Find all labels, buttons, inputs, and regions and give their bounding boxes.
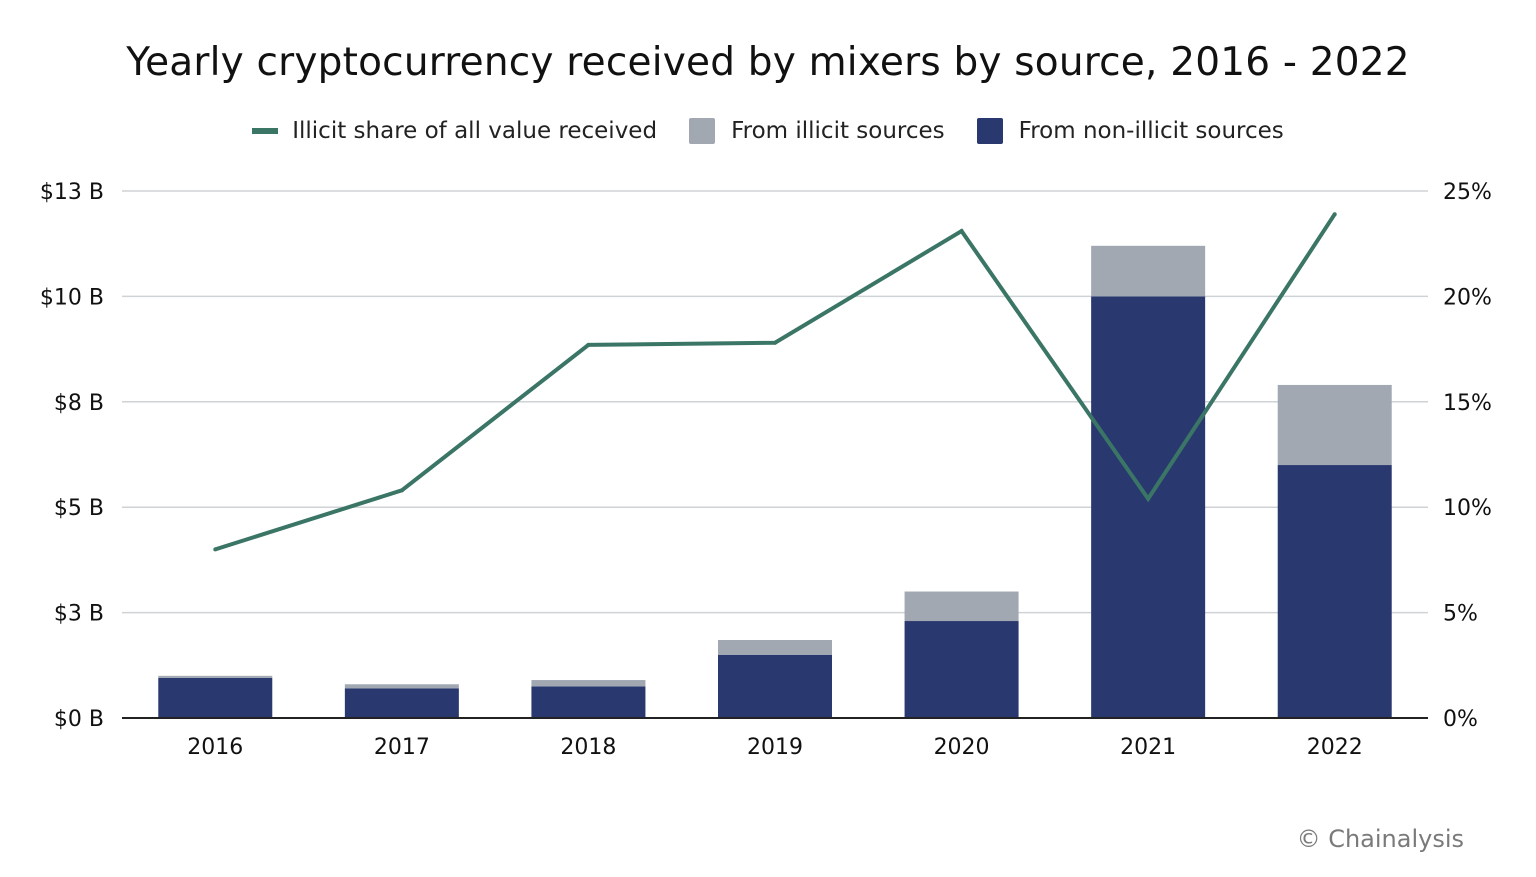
legend-illicit-swatch <box>689 118 716 144</box>
bar-non-illicit <box>531 686 646 718</box>
chart-title: Yearly cryptocurrency received by mixers… <box>126 40 1410 85</box>
chart-legend: Illicit share of all value received From… <box>0 118 1536 144</box>
bar-non-illicit <box>718 654 832 718</box>
bar-illicit <box>531 680 646 687</box>
y-right-tick-label: 15% <box>1443 391 1492 416</box>
bar-illicit <box>1277 384 1392 466</box>
bar-non-illicit <box>1277 465 1392 718</box>
y-right-tick-label: 5% <box>1443 602 1478 627</box>
illicit-share-point <box>773 340 777 345</box>
y-right-tick-label: 25% <box>1443 180 1492 205</box>
x-tick-label: 2016 <box>187 735 243 760</box>
bar-illicit <box>344 684 459 689</box>
illicit-share-point <box>1332 212 1337 217</box>
legend-item-non-illicit-sources[interactable]: From non-illicit sources <box>976 118 1284 144</box>
y-right-tick-label: 0% <box>1443 707 1478 732</box>
chainalysis-watermark: © Chainalysis <box>1296 825 1464 853</box>
bar-illicit <box>1091 245 1206 297</box>
x-tick-label: 2020 <box>934 735 990 760</box>
legend-line-swatch <box>252 128 279 134</box>
legend-label-illicit-share: Illicit share of all value received <box>292 118 658 144</box>
illicit-share-point <box>213 547 218 552</box>
legend-non-illicit-swatch <box>976 118 1003 144</box>
illicit-share-point <box>1146 496 1151 501</box>
y-right-tick-label: 20% <box>1443 285 1492 310</box>
bar-illicit <box>718 640 832 655</box>
x-tick-label: 2017 <box>374 735 430 760</box>
bar-non-illicit <box>1091 296 1206 718</box>
legend-item-illicit-share[interactable]: Illicit share of all value received <box>252 118 657 144</box>
bar-non-illicit <box>158 677 273 718</box>
x-tick-label: 2022 <box>1307 735 1363 760</box>
y-left-tick-label: $10 B <box>40 285 104 310</box>
illicit-share-point <box>399 488 404 493</box>
bar-illicit <box>158 675 273 678</box>
legend-label-illicit-sources: From illicit sources <box>731 118 945 144</box>
bar-non-illicit <box>344 688 459 718</box>
y-left-tick-label: $8 B <box>54 391 104 416</box>
x-tick-label: 2018 <box>560 735 616 760</box>
legend-item-illicit-sources[interactable]: From illicit sources <box>689 118 945 144</box>
x-tick-label: 2021 <box>1120 735 1176 760</box>
x-tick-label: 2019 <box>747 735 803 760</box>
legend-label-non-illicit-sources: From non-illicit sources <box>1018 118 1284 144</box>
illicit-share-point <box>586 342 591 347</box>
illicit-share-point <box>959 229 964 234</box>
y-right-tick-label: 10% <box>1443 496 1492 521</box>
bar-non-illicit <box>904 621 1019 718</box>
y-left-tick-label: $13 B <box>40 180 104 205</box>
y-left-tick-label: $3 B <box>54 602 104 627</box>
bar-illicit <box>904 591 1019 622</box>
y-left-tick-label: $0 B <box>54 707 104 732</box>
y-left-tick-label: $5 B <box>54 496 104 521</box>
